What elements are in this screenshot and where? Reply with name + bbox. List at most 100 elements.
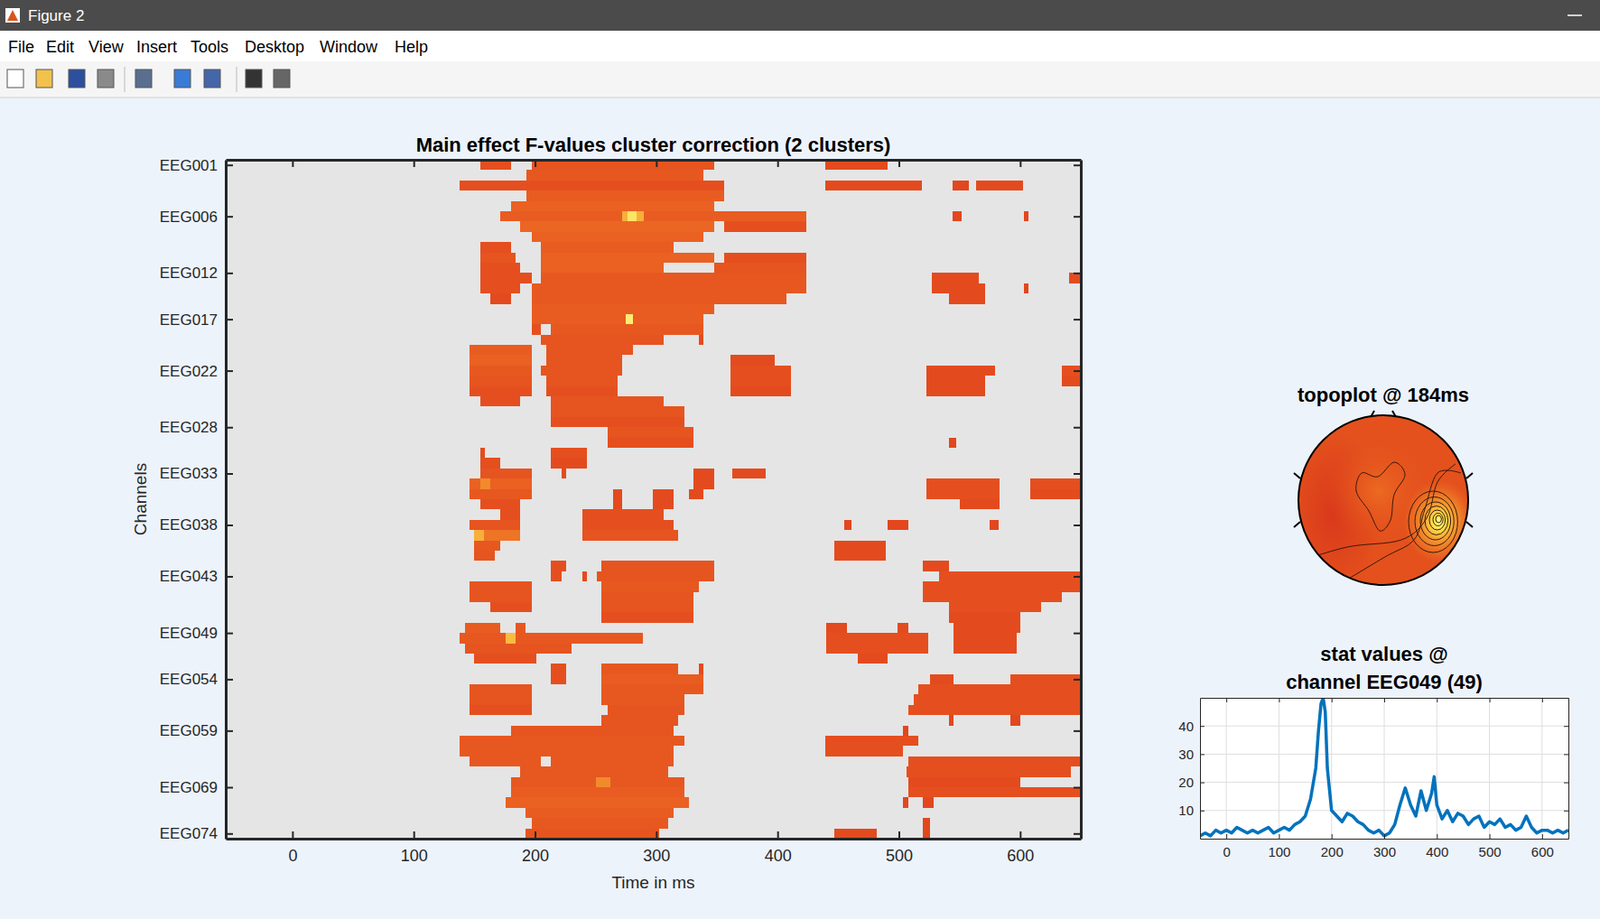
tick-label: 100 <box>400 846 428 866</box>
tick <box>413 159 415 168</box>
tick <box>1073 632 1081 634</box>
heatmap-cell <box>732 468 765 479</box>
chart-title: channel EEG049 (49) <box>1285 670 1483 694</box>
grid-line <box>1541 697 1543 839</box>
tick-mark <box>1073 524 1081 527</box>
heatmap-cell <box>531 818 670 828</box>
heatmap-cell <box>469 375 532 386</box>
menu-item[interactable]: Help <box>394 37 428 56</box>
minimize-button[interactable] <box>1567 14 1582 17</box>
tick <box>899 159 901 168</box>
toolbar-button[interactable] <box>204 69 221 88</box>
head-outline <box>1298 415 1469 586</box>
y-axis-title: Channels <box>130 463 150 536</box>
heatmap-cell <box>546 375 618 386</box>
menu-item[interactable]: File <box>8 37 35 56</box>
heatmap-cell <box>948 602 1042 613</box>
menu-item[interactable]: Window <box>319 37 379 56</box>
tick: EEG074 <box>159 825 233 843</box>
heatmap-cell <box>531 232 705 242</box>
heatmap-cell <box>540 252 715 263</box>
heatmap-cell <box>465 623 501 633</box>
tick-mark <box>777 831 780 839</box>
app-icon <box>5 8 20 23</box>
tick-label: 40 <box>1178 718 1194 735</box>
heatmap-cell <box>480 478 491 489</box>
tick: 600 <box>1531 834 1554 860</box>
heatmap-cell <box>607 705 685 716</box>
tick <box>535 159 537 168</box>
heatmap-cell <box>976 180 1023 191</box>
heatmap-cell <box>826 632 929 643</box>
x-axis-top <box>226 159 1082 168</box>
heatmap-cell <box>459 735 685 746</box>
heatmap-cell <box>531 283 808 294</box>
tick-label: 400 <box>764 846 792 866</box>
tick <box>292 159 294 168</box>
y-axis-right-line <box>1079 160 1083 840</box>
menu-item[interactable]: View <box>88 37 125 56</box>
x-axis: 0100200300400500600 <box>1200 834 1570 860</box>
toolbar-button[interactable] <box>273 69 290 88</box>
heatmap-cell <box>1061 375 1080 386</box>
menu-item[interactable]: Edit <box>46 37 75 56</box>
heatmap-cell <box>550 560 567 571</box>
y-axis: 10203040 <box>1178 698 1205 840</box>
heatmap-cell <box>595 777 611 788</box>
y-axis-right <box>1073 160 1082 840</box>
tick <box>1542 697 1544 703</box>
toolbar-button[interactable] <box>97 69 114 88</box>
chart-title: stat values @ <box>1320 642 1448 666</box>
tick-mark <box>1073 833 1081 836</box>
tick-mark <box>225 787 233 790</box>
toolbar-button[interactable] <box>68 69 85 88</box>
heatmap-cell <box>613 499 624 510</box>
heatmap-cell <box>857 653 889 664</box>
tick-label: EEG033 <box>159 465 218 483</box>
tick-mark <box>225 215 233 218</box>
heatmap-cell <box>459 632 643 643</box>
toolbar-button[interactable] <box>245 69 262 88</box>
toolbar-button[interactable] <box>174 69 191 88</box>
tick-mark <box>1331 834 1333 839</box>
tick-mark <box>1073 164 1081 167</box>
tick <box>1073 730 1081 732</box>
heatmap-cell <box>826 623 847 633</box>
heatmap-cell <box>505 797 689 808</box>
topo-contour <box>1408 491 1458 553</box>
heatmap-cell <box>511 777 685 788</box>
heatmap-cell <box>546 354 624 365</box>
tick: 0 <box>1222 834 1230 860</box>
menu-item[interactable]: Insert <box>136 37 177 56</box>
menu-item[interactable]: Tools <box>190 37 229 56</box>
toolbar-button[interactable] <box>36 69 53 88</box>
heatmap-cell <box>948 612 1021 623</box>
heatmap-cell <box>480 283 521 294</box>
heatmap-cell <box>730 386 791 397</box>
toolbar-button[interactable] <box>7 69 24 88</box>
grid-line <box>1278 697 1280 839</box>
heatmap-cell <box>730 375 791 386</box>
figure: Figure 2FileEditViewInsertToolsDesktopWi… <box>0 0 1600 919</box>
heatmap-cell <box>902 725 910 736</box>
heatmap-cell <box>952 211 963 222</box>
heatmap-cell <box>490 602 532 613</box>
heatmap-cell <box>908 777 1021 788</box>
heatmap-cell <box>652 499 674 510</box>
heatmap-cell <box>922 592 1061 603</box>
topo-contour <box>1329 470 1461 591</box>
heatmap-cell <box>601 674 704 685</box>
tick: 10 <box>1178 802 1205 819</box>
toolbar-button[interactable] <box>135 69 152 88</box>
heatmap-cell <box>540 262 664 273</box>
tick-mark <box>1073 473 1081 475</box>
heatmap-cell <box>688 489 704 500</box>
tick <box>1278 697 1280 703</box>
menu-item[interactable]: Desktop <box>244 37 305 56</box>
tick-mark <box>413 159 416 168</box>
tick: 200 <box>1320 834 1344 860</box>
y-axis-right-line <box>1568 698 1570 840</box>
chart-title: Main effect F-values cluster correction … <box>416 133 892 157</box>
heatmap-cell <box>531 304 716 315</box>
tick: 300 <box>642 831 670 866</box>
